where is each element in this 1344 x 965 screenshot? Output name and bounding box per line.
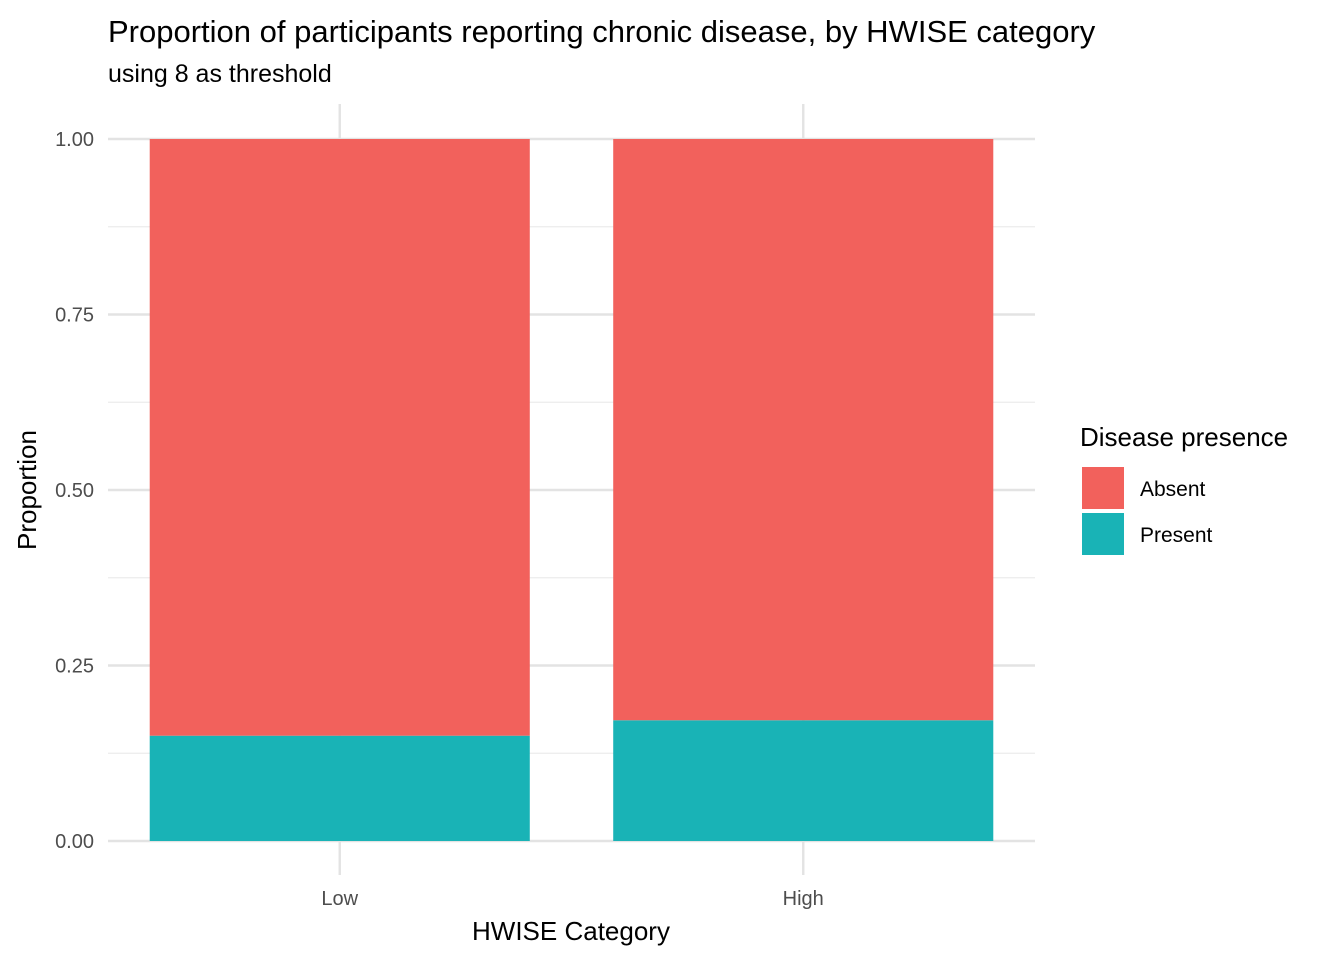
bar-low-present <box>149 735 530 841</box>
chart-subtitle: using 8 as threshold <box>108 60 332 88</box>
y-axis-label: Proportion <box>12 430 42 550</box>
x-tick-label: High <box>783 888 824 910</box>
legend-label-present: Present <box>1140 524 1213 547</box>
y-tick-label: 1.00 <box>55 129 94 151</box>
legend-entries: Absent Present <box>1082 467 1213 555</box>
bar-low-absent <box>149 139 530 736</box>
chart-title: Proportion of participants reporting chr… <box>108 14 1096 49</box>
x-axis-label: HWISE Category <box>472 916 670 946</box>
bars-layer <box>149 139 994 841</box>
y-tick-label: 0.25 <box>55 656 94 678</box>
bar-high-absent <box>613 139 994 721</box>
x-tick-labels: Low High <box>321 888 823 910</box>
legend-swatch-present <box>1082 513 1124 555</box>
legend-title: Disease presence <box>1080 422 1288 452</box>
legend-swatch-absent <box>1082 467 1124 509</box>
legend-label-absent: Absent <box>1140 478 1206 501</box>
y-tick-label: 0.50 <box>55 480 94 502</box>
y-tick-label: 0.00 <box>55 831 94 853</box>
y-tick-label: 0.75 <box>55 305 94 327</box>
legend: Disease presence Absent Present <box>1080 422 1288 555</box>
x-tick-label: Low <box>321 888 358 910</box>
bar-high-present <box>613 720 994 841</box>
y-tick-labels: 0.00 0.25 0.50 0.75 1.00 <box>55 129 94 853</box>
